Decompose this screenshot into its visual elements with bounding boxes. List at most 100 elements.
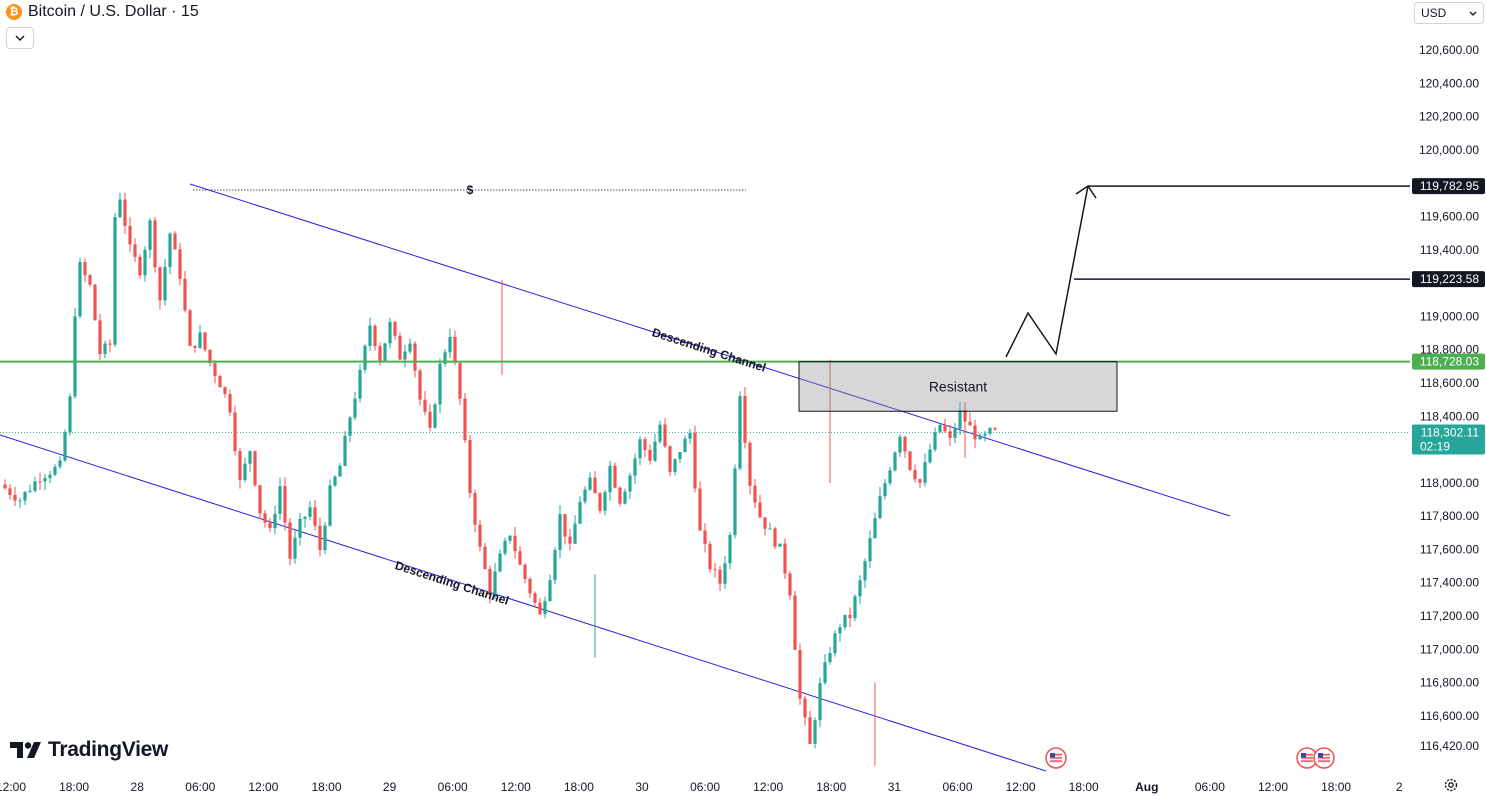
candle <box>248 450 252 472</box>
candle <box>913 464 917 483</box>
candle <box>298 512 302 546</box>
candle <box>513 526 517 559</box>
candle <box>388 317 392 349</box>
candle <box>193 345 197 353</box>
candle <box>938 424 942 434</box>
candle <box>473 489 477 533</box>
candle <box>28 484 32 494</box>
candle <box>668 445 672 477</box>
candle <box>493 562 497 600</box>
candle <box>238 448 242 489</box>
candle <box>653 433 657 462</box>
candle <box>128 217 132 253</box>
resistant-zone[interactable] <box>798 361 1118 412</box>
candle <box>223 386 227 398</box>
x-tick-label-16: 12:00 <box>1006 780 1036 794</box>
candle <box>293 529 297 564</box>
candle <box>748 440 752 495</box>
us-flag-icon[interactable] <box>1045 747 1067 769</box>
y-tick-label-13: 117,400.00 <box>1420 576 1479 590</box>
y-tick-label-0: 120,600.00 <box>1419 43 1479 57</box>
candle <box>453 330 457 366</box>
y-tick-label-4: 119,600.00 <box>1420 210 1479 224</box>
candle <box>528 576 532 599</box>
candle <box>213 360 217 384</box>
candle <box>208 349 212 367</box>
candle <box>73 307 77 399</box>
us-flag-icon[interactable] <box>1313 747 1335 769</box>
candle <box>878 487 882 520</box>
candle <box>123 192 127 234</box>
x-tick-label-6: 29 <box>383 780 397 794</box>
candle <box>498 549 502 573</box>
tradingview-logo-text: TradingView <box>48 738 169 761</box>
currency-select[interactable]: USD <box>1414 2 1484 24</box>
projection-path[interactable] <box>1005 185 1089 358</box>
x-tick-label-14: 31 <box>888 780 902 794</box>
candle <box>713 562 717 578</box>
candle <box>178 242 182 286</box>
candle <box>163 258 167 306</box>
gear-icon[interactable] <box>1443 777 1459 798</box>
candle <box>463 393 467 444</box>
us-flag-icon[interactable] <box>1296 747 1318 769</box>
symbol-title[interactable]: Bitcoin / U.S. Dollar · 15 <box>28 3 199 20</box>
y-tick-label-14: 117,200.00 <box>1420 609 1479 623</box>
candle <box>273 505 277 535</box>
candle <box>863 558 867 588</box>
candle <box>648 444 652 465</box>
candle <box>823 653 827 685</box>
candle <box>753 479 757 509</box>
candle <box>318 517 322 557</box>
candle <box>408 338 412 355</box>
candle <box>803 695 807 726</box>
candle <box>568 528 572 551</box>
candle <box>798 643 802 705</box>
candle <box>693 425 697 493</box>
candle <box>768 522 772 530</box>
bitcoin-icon: ₿ <box>6 4 22 20</box>
candle <box>838 624 842 642</box>
candle <box>563 514 567 545</box>
candle <box>738 391 742 471</box>
channel-upper-line[interactable] <box>189 183 1231 517</box>
channel-lower-line[interactable] <box>0 434 1047 772</box>
x-tick-label-5: 18:00 <box>311 780 341 794</box>
candle <box>153 217 157 273</box>
candle <box>138 253 142 279</box>
x-tick-label-2: 28 <box>131 780 145 794</box>
candle <box>258 484 262 519</box>
candle <box>503 537 507 556</box>
candle <box>843 614 847 631</box>
candle <box>78 257 82 319</box>
candle <box>333 475 337 488</box>
candle <box>903 435 907 458</box>
candle <box>758 494 762 519</box>
candle <box>303 516 307 528</box>
candle <box>508 535 512 544</box>
candle <box>583 486 587 505</box>
candle <box>263 509 267 528</box>
candle <box>973 419 977 449</box>
candle <box>158 266 162 310</box>
candle <box>703 523 707 553</box>
candle <box>558 505 562 559</box>
tradingview-logo[interactable]: TradingView <box>10 738 168 762</box>
candle <box>278 477 282 521</box>
candle <box>218 374 222 388</box>
candle <box>698 481 702 532</box>
candle <box>198 324 202 350</box>
collapse-button[interactable] <box>6 27 34 49</box>
candle <box>268 517 272 532</box>
candle <box>948 424 952 446</box>
candle <box>393 320 397 340</box>
x-tick-label-10: 30 <box>635 780 649 794</box>
candle <box>813 717 817 749</box>
x-tick-label-18: Aug <box>1135 780 1158 794</box>
candle <box>483 543 487 570</box>
y-tick-label-17: 116,600.00 <box>1420 709 1479 723</box>
candle <box>588 472 592 491</box>
candle <box>968 412 972 426</box>
candle <box>978 433 982 440</box>
